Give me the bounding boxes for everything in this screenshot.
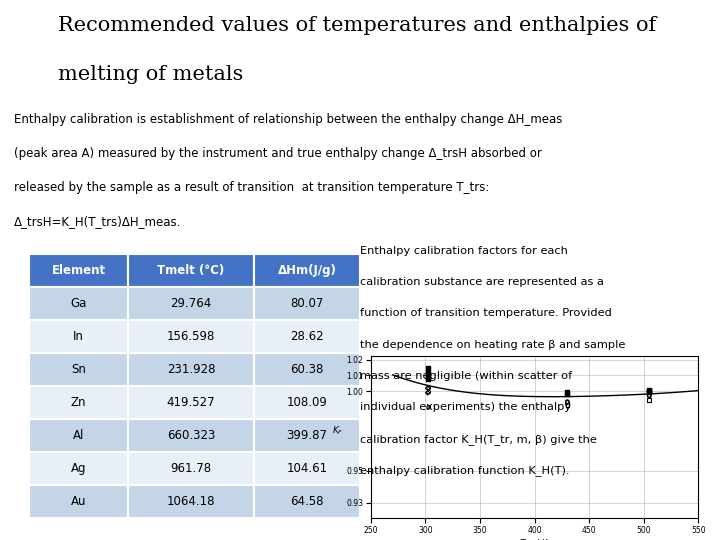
Bar [254,419,360,453]
Bar [254,287,360,320]
Text: In: In [73,330,84,343]
Point [644,391,655,400]
Point [644,396,655,404]
Text: ΔHm(J/g): ΔHm(J/g) [278,264,336,277]
Text: Ag: Ag [71,462,86,475]
Text: enthalpy calibration function K_H(T).: enthalpy calibration function K_H(T). [360,465,570,476]
Point [644,388,655,397]
Text: calibration factor K_H(T_tr, m, β) give the: calibration factor K_H(T_tr, m, β) give … [360,434,597,444]
Text: released by the sample as a result of transition  at transition temperature T_tr: released by the sample as a result of tr… [14,181,490,194]
Point [562,389,573,398]
Text: Zn: Zn [71,396,86,409]
Text: 961.78: 961.78 [171,462,212,475]
Bar [29,320,128,353]
Text: melting of metals: melting of metals [58,65,243,84]
Point [423,384,434,393]
Point [644,387,655,396]
Text: Enthalpy calibration is establishment of relationship between the enthalpy chang: Enthalpy calibration is establishment of… [14,113,563,126]
Text: Sn: Sn [71,363,86,376]
Bar [128,419,254,453]
Point [423,388,434,396]
Text: 231.928: 231.928 [167,363,215,376]
Text: mass are negligible (within scatter of: mass are negligible (within scatter of [360,371,572,381]
Point [422,389,433,397]
Text: Au: Au [71,495,86,508]
Bar [254,386,360,419]
Text: 108.09: 108.09 [287,396,328,409]
Bar [254,453,360,485]
Point [644,392,655,401]
Point [422,368,433,376]
Text: 64.58: 64.58 [290,495,324,508]
Text: Element: Element [51,264,106,277]
Bar [254,320,360,353]
Point [562,401,573,409]
Point [644,386,655,395]
Text: function of transition temperature. Provided: function of transition temperature. Prov… [360,308,612,319]
Y-axis label: $K_F$: $K_F$ [332,425,344,437]
Point [644,386,655,394]
Point [422,364,433,373]
Bar [128,485,254,518]
Bar [29,386,128,419]
Text: 399.87: 399.87 [287,429,328,442]
Bar [128,453,254,485]
Bar [254,254,360,287]
Bar [128,254,254,287]
Point [422,369,433,378]
Point [562,388,573,397]
Text: (peak area A) measured by the instrument and true enthalpy change Δ_trsH absorbe: (peak area A) measured by the instrument… [14,147,542,160]
Bar [254,353,360,386]
Point [422,373,433,381]
X-axis label: $T_{trs}$ / K: $T_{trs}$ / K [519,538,550,540]
Point [422,384,433,393]
Bar [29,254,128,287]
Text: 660.323: 660.323 [167,429,215,442]
Bar [29,287,128,320]
Text: Δ_trsH=K_H(T_trs)ΔH_meas.: Δ_trsH=K_H(T_trs)ΔH_meas. [14,215,181,228]
Text: 104.61: 104.61 [287,462,328,475]
Text: the dependence on heating rate β and sample: the dependence on heating rate β and sam… [360,340,626,350]
Point [562,398,573,407]
Bar [29,485,128,518]
Text: 1064.18: 1064.18 [167,495,215,508]
Text: Al: Al [73,429,84,442]
Point [423,403,434,411]
Text: 80.07: 80.07 [290,297,324,310]
Bar [128,320,254,353]
Text: Enthalpy calibration factors for each: Enthalpy calibration factors for each [360,246,568,256]
Point [562,397,573,406]
Text: 28.62: 28.62 [290,330,324,343]
Bar [29,353,128,386]
Text: 29.764: 29.764 [171,297,212,310]
Bar [128,353,254,386]
Bar [128,386,254,419]
Text: 419.527: 419.527 [167,396,215,409]
Text: individual experiments) the enthalpy: individual experiments) the enthalpy [360,402,571,413]
Point [422,374,433,383]
Text: 60.38: 60.38 [290,363,324,376]
Bar [128,287,254,320]
Text: calibration substance are represented as a: calibration substance are represented as… [360,277,604,287]
Bar [254,485,360,518]
Text: Tmelt (°C): Tmelt (°C) [158,264,225,277]
Text: 156.598: 156.598 [167,330,215,343]
Bar [29,453,128,485]
Bar [29,419,128,453]
Text: Ga: Ga [71,297,86,310]
Text: Recommended values of temperatures and enthalpies of: Recommended values of temperatures and e… [58,16,656,35]
